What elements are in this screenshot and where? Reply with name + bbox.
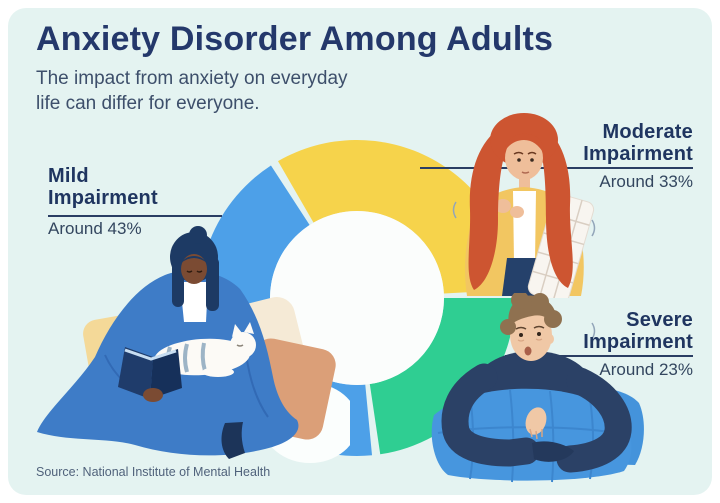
anxiety-mark [591, 322, 596, 340]
illustration-severe-anxious-man [431, 293, 644, 483]
neck [519, 176, 530, 190]
closed-eye [186, 270, 193, 273]
white-top [511, 191, 538, 260]
hair-fringe [181, 256, 207, 263]
connector-line-mild [48, 215, 222, 217]
white-shirt [180, 282, 208, 322]
anxiety-mark [591, 219, 596, 237]
page-subtitle: The impact from anxiety on everyday life… [36, 66, 348, 116]
callout-severe-impairment: Severe Impairment Around 23% [583, 309, 693, 380]
source-attribution: Source: National Institute of Mental Hea… [36, 465, 271, 479]
hand-skin [525, 407, 547, 435]
hair [500, 293, 562, 335]
fist [510, 206, 524, 218]
illustration-mild-reading-woman [37, 226, 350, 463]
donut-segment-moderate-impairment [278, 140, 515, 294]
hair-bun [189, 226, 207, 244]
hair-curtain-left [172, 257, 184, 307]
moderate-label-line-2: Impairment [583, 143, 693, 165]
severe-label-line-1: Severe [626, 309, 693, 331]
hair-fall-right [530, 122, 573, 288]
worried-brow [527, 151, 537, 155]
eye [530, 158, 534, 162]
eye [519, 333, 523, 337]
under-eye-line [517, 339, 525, 342]
eye [517, 158, 521, 162]
illustration-moderate-anxious-woman [452, 113, 596, 298]
mouth [521, 171, 530, 174]
closed-eye [196, 270, 203, 273]
moderate-amount: Around 33% [599, 172, 693, 191]
page-title: Anxiety Disorder Among Adults [36, 20, 554, 58]
mild-label-line-1: Mild [48, 165, 89, 187]
worried-brow [533, 325, 545, 329]
mild-label-line-2: Impairment [48, 187, 158, 209]
mild-amount: Around 43% [48, 219, 142, 238]
subtitle-line-2: life can differ for everyone. [36, 93, 260, 114]
connector-line-severe [505, 355, 693, 357]
callout-moderate-impairment: Moderate Impairment Around 33% [583, 121, 693, 192]
moderate-label-line-1: Moderate [602, 121, 693, 143]
book-illustration [118, 347, 182, 399]
finger-lines [529, 428, 543, 440]
hand-shadow [532, 441, 574, 462]
worried-brow [515, 326, 527, 330]
severe-label-line-2: Impairment [583, 331, 693, 353]
hair-curtain-right [206, 257, 219, 311]
hair-fringe [504, 133, 544, 154]
callout-mild-impairment: Mild Impairment Around 43% [48, 165, 158, 239]
foot [221, 422, 245, 459]
face [181, 254, 207, 284]
arms [441, 363, 632, 473]
fist [495, 199, 511, 213]
right-arm [556, 367, 632, 473]
anxiety-mark [452, 201, 457, 219]
donut-segment-severe-impairment [369, 298, 515, 455]
under-eye-line [535, 338, 543, 341]
mouth [524, 346, 532, 356]
face [510, 309, 552, 361]
subtitle-line-1: The impact from anxiety on everyday [36, 68, 348, 89]
left-arm [441, 363, 540, 467]
hand [143, 388, 163, 402]
severe-amount: Around 23% [599, 360, 693, 379]
donut-hole [270, 211, 444, 385]
worried-brow [513, 151, 524, 155]
hair-fall-left [468, 122, 518, 290]
eye [537, 332, 541, 336]
face [505, 136, 543, 180]
